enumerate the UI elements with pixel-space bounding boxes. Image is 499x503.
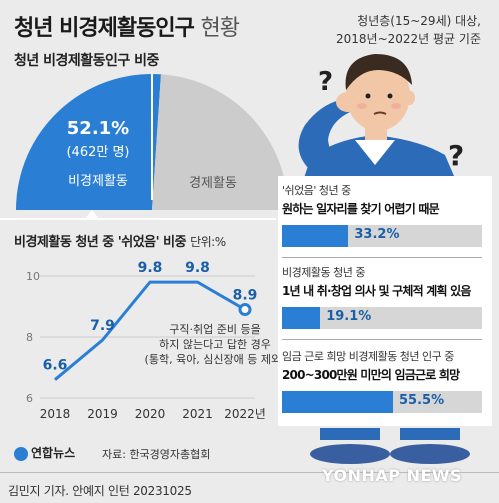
- x-tick-label: 2019: [87, 407, 118, 420]
- stat-card-caption: 비경제활동 청년 중: [282, 266, 365, 279]
- stat-bar-value: 55.5%: [399, 393, 445, 408]
- yonhap-logo: 연합뉴스: [14, 444, 75, 461]
- stat-card-1: '쉬었음' 청년 중 원하는 일자리를 찾기 어렵기 때문 33.2%: [282, 182, 482, 258]
- scope-note-line1: 청년층(15~29세) 대상,: [357, 14, 481, 28]
- stat-card-2: 비경제활동 청년 중 1년 내 취·창업 의사 및 구체적 계획 있음 19.1…: [282, 264, 482, 340]
- svg-text:?: ?: [318, 67, 333, 97]
- pie-inactive-count: (462만 명): [66, 145, 130, 160]
- data-label: 7.9: [90, 318, 115, 334]
- stat-bar-value: 19.1%: [326, 309, 372, 324]
- watermark: YONHAP NEWS: [322, 466, 463, 485]
- footer-divider: [0, 472, 499, 473]
- line-section-title-text: 비경제활동 청년 중 '쉬었음' 비중: [14, 235, 187, 250]
- pie-section-title: 청년 비경제활동인구 비중: [14, 53, 159, 69]
- page-title: 청년 비경제활동인구 현황: [14, 10, 240, 42]
- pie-inactive-labels: 52.1% (462만 명) 비경제활동: [48, 118, 148, 189]
- stat-bar-fill: [282, 225, 349, 247]
- scope-note: 청년층(15~29세) 대상, 2018년~2022년 평균 기준: [336, 12, 481, 48]
- stat-card-headline: 1년 내 취·창업 의사 및 구체적 계획 있음: [282, 284, 471, 298]
- logo-circle-icon: [14, 446, 28, 461]
- stat-card-3: 임금 근로 희망 비경제활동 청년 인구 중 200~300만원 미만의 임금근…: [282, 348, 482, 413]
- line-note: 구직·취업 준비 등을 하지 않는다고 답한 경우 (통학, 육아, 심신장애 …: [140, 322, 290, 367]
- stat-card-headline: 200~300만원 미만의 임금근로 희망: [282, 368, 460, 382]
- stat-card-caption: '쉬었음' 청년 중: [282, 184, 351, 197]
- x-tick-label: 2018: [40, 407, 71, 420]
- stat-bar-fill: [282, 391, 393, 413]
- credit-line: 김민지 기자. 안예지 인턴 20231025: [8, 484, 192, 498]
- series-line: [54, 280, 246, 381]
- line-section-title: 비경제활동 청년 중 '쉬었음' 비중 단위:%: [14, 231, 226, 250]
- source-note: 자료: 한국경영자총협회: [102, 448, 211, 461]
- pie-active-label: 경제활동: [189, 176, 237, 191]
- stat-bar-track: 19.1%: [282, 307, 482, 329]
- feet-illustration: [310, 428, 470, 464]
- line-note-1: 구직·취업 준비 등을: [169, 323, 261, 336]
- x-tick-label: 2021: [182, 407, 213, 420]
- x-tick-label: 2022년: [224, 407, 266, 420]
- stat-card-headline: 원하는 일자리를 찾기 어렵기 때문: [282, 202, 440, 216]
- y-tick-label: 6: [26, 392, 33, 405]
- pie-inactive-pct: 52.1%: [66, 118, 130, 139]
- scope-note-line2: 2018년~2022년 평균 기준: [335, 32, 481, 46]
- pie-slice-inactive: [16, 74, 161, 210]
- stat-card-caption: 임금 근로 희망 비경제활동 청년 인구 중: [282, 350, 454, 363]
- line-note-3: (통학, 육아, 심신장애 등 제외): [144, 353, 286, 366]
- title-bold: 청년 비경제활동인구: [14, 16, 195, 41]
- stat-card-divider: [282, 339, 482, 340]
- x-tick-label: 2020: [135, 407, 166, 420]
- data-label: 9.8: [185, 260, 210, 276]
- unit-label: 단위:%: [190, 235, 226, 249]
- data-label: 8.9: [233, 288, 258, 304]
- data-label: 6.6: [43, 358, 68, 374]
- data-point: [238, 303, 252, 317]
- section-divider: [0, 218, 276, 220]
- pie-chart: [16, 74, 288, 210]
- pie-slice-active: [152, 74, 288, 210]
- line-note-2: 하지 않는다고 답한 경우: [159, 338, 271, 351]
- svg-text:?: ?: [448, 139, 464, 172]
- stat-bar-track: 55.5%: [282, 391, 482, 413]
- stat-bar-track: 33.2%: [282, 225, 482, 247]
- stats-panel: [278, 176, 492, 426]
- stat-bar-value: 33.2%: [354, 227, 400, 242]
- y-tick-label: 8: [26, 331, 33, 344]
- pointer-triangle: [84, 210, 100, 220]
- title-light: 현황: [200, 16, 240, 41]
- stat-card-divider: [282, 257, 482, 258]
- y-tick-label: 10: [26, 270, 40, 283]
- line-chart: 6 8 10 6.6 2018 7.9 2019 9.8 2020 9.8 2021 8.9 2022년: [26, 260, 266, 420]
- question-mark-icon: ? ?: [318, 67, 464, 172]
- logo-text: 연합뉴스: [31, 446, 76, 460]
- pie-inactive-label: 비경제활동: [68, 174, 128, 189]
- stat-bar-fill: [282, 307, 321, 329]
- data-label: 9.8: [138, 260, 163, 276]
- confused-person-illustration: ? ?: [298, 54, 464, 190]
